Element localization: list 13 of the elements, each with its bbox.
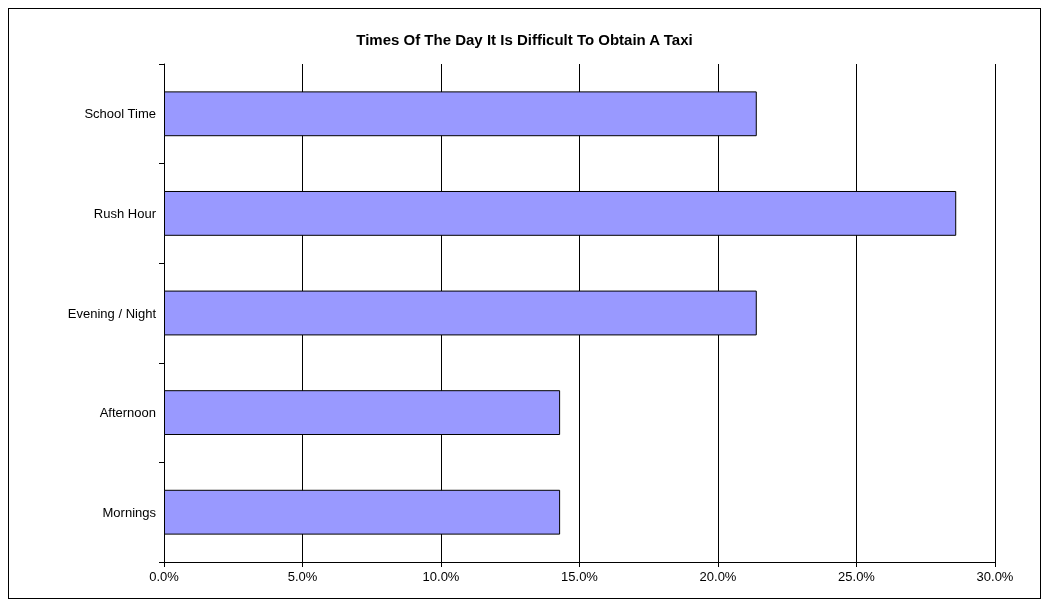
y-tick-label: Afternoon <box>99 405 156 421</box>
x-tick-label: 5.0% <box>287 569 318 584</box>
x-tick-label: 20.0% <box>699 569 737 584</box>
x-tick-label: 30.0% <box>976 569 1014 584</box>
y-tick-label: Evening / Night <box>67 305 157 321</box>
chart-title: Times Of The Day It Is Difficult To Obtain A Taxi <box>356 31 693 48</box>
y-tick-label: School Time <box>84 106 156 122</box>
y-tick-label: Mornings <box>102 504 157 520</box>
x-tick-label: 10.0% <box>422 569 460 584</box>
x-tick-label: 0.0% <box>149 569 180 584</box>
y-tick-label: Rush Hour <box>93 205 157 221</box>
x-tick-label: 25.0% <box>838 569 876 584</box>
x-tick-label: 15.0% <box>561 569 599 584</box>
